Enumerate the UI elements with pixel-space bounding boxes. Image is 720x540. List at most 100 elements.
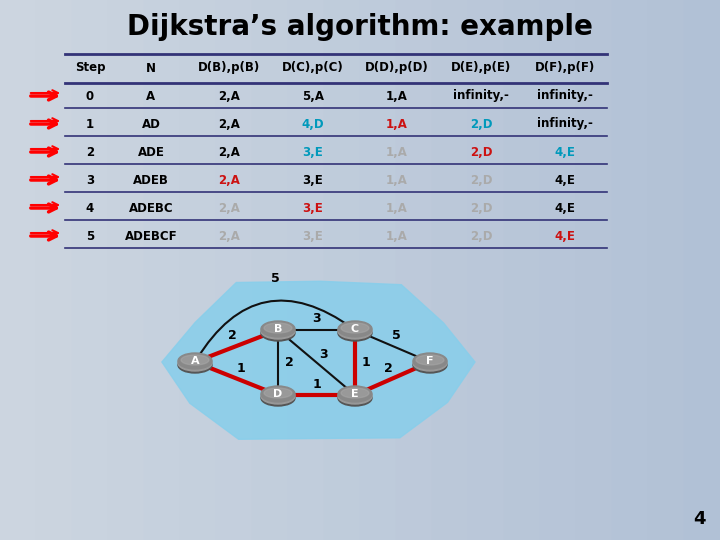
Text: 2,A: 2,A <box>218 230 240 242</box>
Text: A: A <box>191 356 199 366</box>
Text: 5: 5 <box>271 272 279 285</box>
Text: Dijkstra’s algorithm: example: Dijkstra’s algorithm: example <box>127 13 593 41</box>
Text: D(F),p(F): D(F),p(F) <box>535 62 595 75</box>
Text: 1: 1 <box>361 356 370 369</box>
Text: infinity,-: infinity,- <box>537 90 593 103</box>
Ellipse shape <box>413 357 447 373</box>
Text: 4,E: 4,E <box>554 230 575 242</box>
Ellipse shape <box>261 388 295 404</box>
Bar <box>684 0 720 540</box>
Text: 4,E: 4,E <box>554 173 575 186</box>
Text: 2: 2 <box>86 145 94 159</box>
Text: ADE: ADE <box>138 145 164 159</box>
Text: 2,D: 2,D <box>469 201 492 214</box>
Text: AD: AD <box>142 118 161 131</box>
Text: 3,E: 3,E <box>302 145 323 159</box>
Text: 5: 5 <box>86 230 94 242</box>
Text: 1,A: 1,A <box>386 90 408 103</box>
Bar <box>144 0 180 540</box>
Text: D(D),p(D): D(D),p(D) <box>365 62 429 75</box>
Bar <box>180 0 216 540</box>
Text: 2,A: 2,A <box>218 173 240 186</box>
Text: D(E),p(E): D(E),p(E) <box>451 62 511 75</box>
Bar <box>36 0 72 540</box>
Ellipse shape <box>178 357 212 373</box>
Bar <box>432 0 468 540</box>
Text: 3,E: 3,E <box>302 230 323 242</box>
Ellipse shape <box>261 390 295 406</box>
Text: 0: 0 <box>86 90 94 103</box>
Text: 2: 2 <box>228 329 237 342</box>
Text: 3,E: 3,E <box>302 173 323 186</box>
Text: ADEBC: ADEBC <box>129 201 174 214</box>
Bar <box>648 0 684 540</box>
Ellipse shape <box>178 355 212 371</box>
Ellipse shape <box>261 386 295 402</box>
Text: 2,A: 2,A <box>218 118 240 131</box>
Text: 4,E: 4,E <box>554 201 575 214</box>
Ellipse shape <box>341 323 369 333</box>
Text: ADEB: ADEB <box>133 173 169 186</box>
Text: 2,D: 2,D <box>469 173 492 186</box>
Bar <box>108 0 144 540</box>
Bar <box>540 0 576 540</box>
Text: 4: 4 <box>86 201 94 214</box>
Bar <box>216 0 252 540</box>
Bar <box>324 0 360 540</box>
Ellipse shape <box>181 355 209 365</box>
Text: 1,A: 1,A <box>386 230 408 242</box>
Text: 2,D: 2,D <box>469 118 492 131</box>
Text: C: C <box>351 324 359 334</box>
Text: 4,E: 4,E <box>554 145 575 159</box>
Bar <box>0 0 36 540</box>
Ellipse shape <box>261 323 295 339</box>
Ellipse shape <box>338 321 372 337</box>
Bar <box>252 0 288 540</box>
Ellipse shape <box>261 325 295 341</box>
Ellipse shape <box>264 388 292 398</box>
Bar <box>504 0 540 540</box>
Text: infinity,-: infinity,- <box>537 118 593 131</box>
Text: 1,A: 1,A <box>386 145 408 159</box>
Ellipse shape <box>338 325 372 341</box>
Text: 3,E: 3,E <box>302 201 323 214</box>
Text: 2,D: 2,D <box>469 145 492 159</box>
Bar <box>612 0 648 540</box>
Text: 4: 4 <box>693 510 706 528</box>
Text: 1,A: 1,A <box>386 118 408 131</box>
Text: F: F <box>426 356 433 366</box>
Text: 2,D: 2,D <box>469 230 492 242</box>
Text: E: E <box>351 389 359 399</box>
Text: 1,A: 1,A <box>386 173 408 186</box>
Text: D(B),p(B): D(B),p(B) <box>198 62 260 75</box>
Text: A: A <box>146 90 156 103</box>
Text: D: D <box>274 389 283 399</box>
Text: 1: 1 <box>236 362 245 375</box>
Text: 3: 3 <box>86 173 94 186</box>
Bar <box>72 0 108 540</box>
Bar <box>576 0 612 540</box>
Text: D(C),p(C): D(C),p(C) <box>282 62 344 75</box>
Text: 1: 1 <box>86 118 94 131</box>
Text: 1,A: 1,A <box>386 201 408 214</box>
Text: ADEBCF: ADEBCF <box>125 230 177 242</box>
Ellipse shape <box>416 355 444 365</box>
Bar <box>360 0 396 540</box>
Ellipse shape <box>413 355 447 371</box>
Text: 2,A: 2,A <box>218 90 240 103</box>
Bar <box>396 0 432 540</box>
Ellipse shape <box>338 323 372 339</box>
Ellipse shape <box>338 390 372 406</box>
Text: 5,A: 5,A <box>302 90 324 103</box>
Ellipse shape <box>264 323 292 333</box>
Polygon shape <box>162 281 475 440</box>
Text: B: B <box>274 324 282 334</box>
Bar <box>288 0 324 540</box>
Text: 3: 3 <box>319 348 328 361</box>
Text: 4,D: 4,D <box>302 118 324 131</box>
Text: 2,A: 2,A <box>218 201 240 214</box>
Ellipse shape <box>413 353 447 369</box>
Text: 2: 2 <box>384 362 392 375</box>
Ellipse shape <box>338 388 372 404</box>
Text: N: N <box>146 62 156 75</box>
